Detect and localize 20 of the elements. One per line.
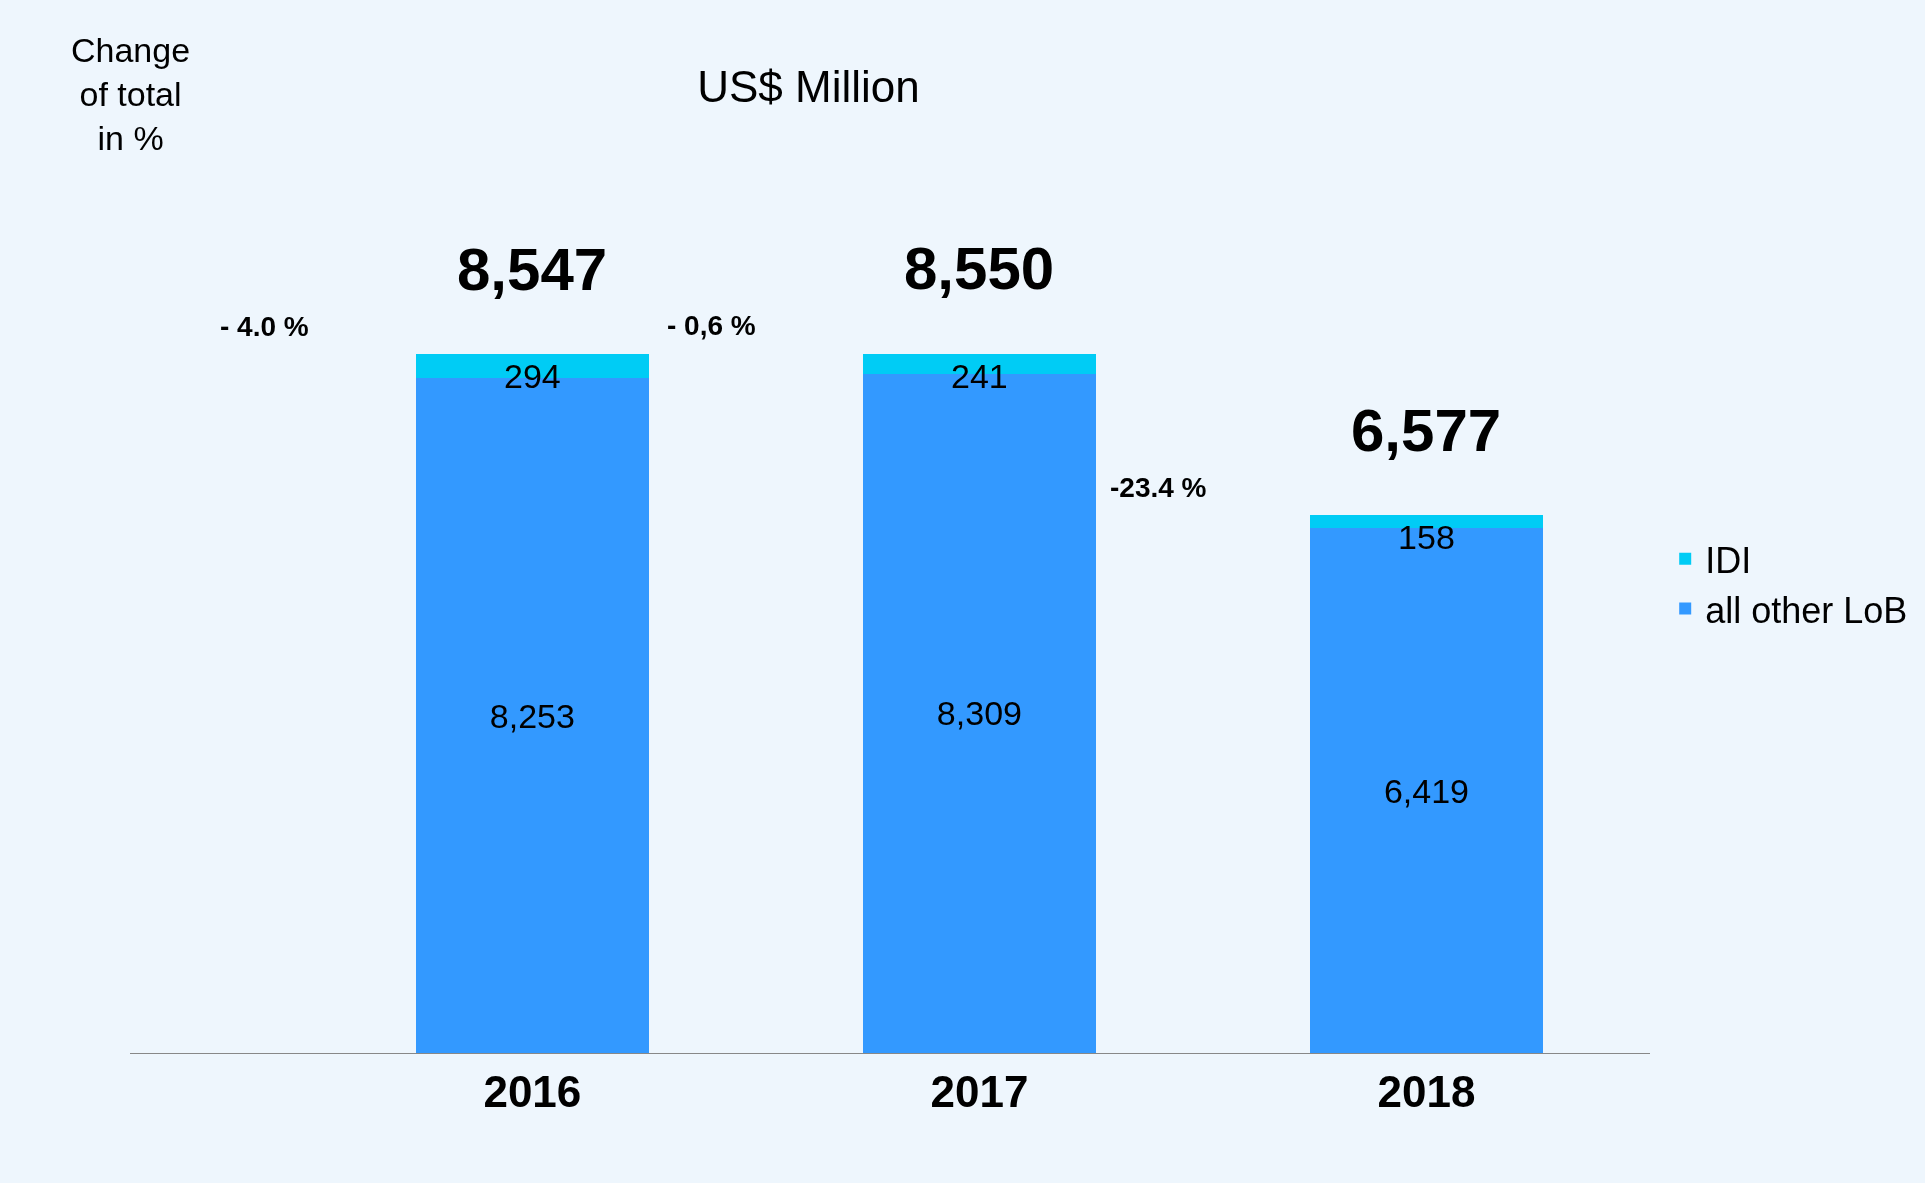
data-label: 8,309 xyxy=(936,694,1022,733)
data-label: 6,419 xyxy=(1383,771,1470,810)
text: - 4.0 % xyxy=(220,311,309,342)
text: - 0,6 % xyxy=(667,310,756,341)
data-label: 8,253 xyxy=(489,696,575,735)
annotation: -23.4 % xyxy=(1110,472,1207,503)
x-tick-label: 2016 xyxy=(483,1066,582,1116)
text: Change of total in % xyxy=(71,31,191,158)
x-tick-label: 2017 xyxy=(930,1066,1029,1116)
data-label: 158 xyxy=(1398,518,1455,557)
data-label: 241 xyxy=(951,356,1008,395)
bar xyxy=(1310,528,1543,1053)
total-label: 8,550 xyxy=(904,235,1055,302)
total-label: 6,577 xyxy=(1351,397,1502,464)
legend-label: IDI xyxy=(1705,539,1752,581)
total-label: 8,547 xyxy=(457,236,608,303)
data-label: 294 xyxy=(503,357,561,396)
x-tick-label: 2018 xyxy=(1377,1066,1476,1116)
chart-title: US$ Million xyxy=(697,61,920,111)
legend-label: all other LoB xyxy=(1705,589,1908,631)
